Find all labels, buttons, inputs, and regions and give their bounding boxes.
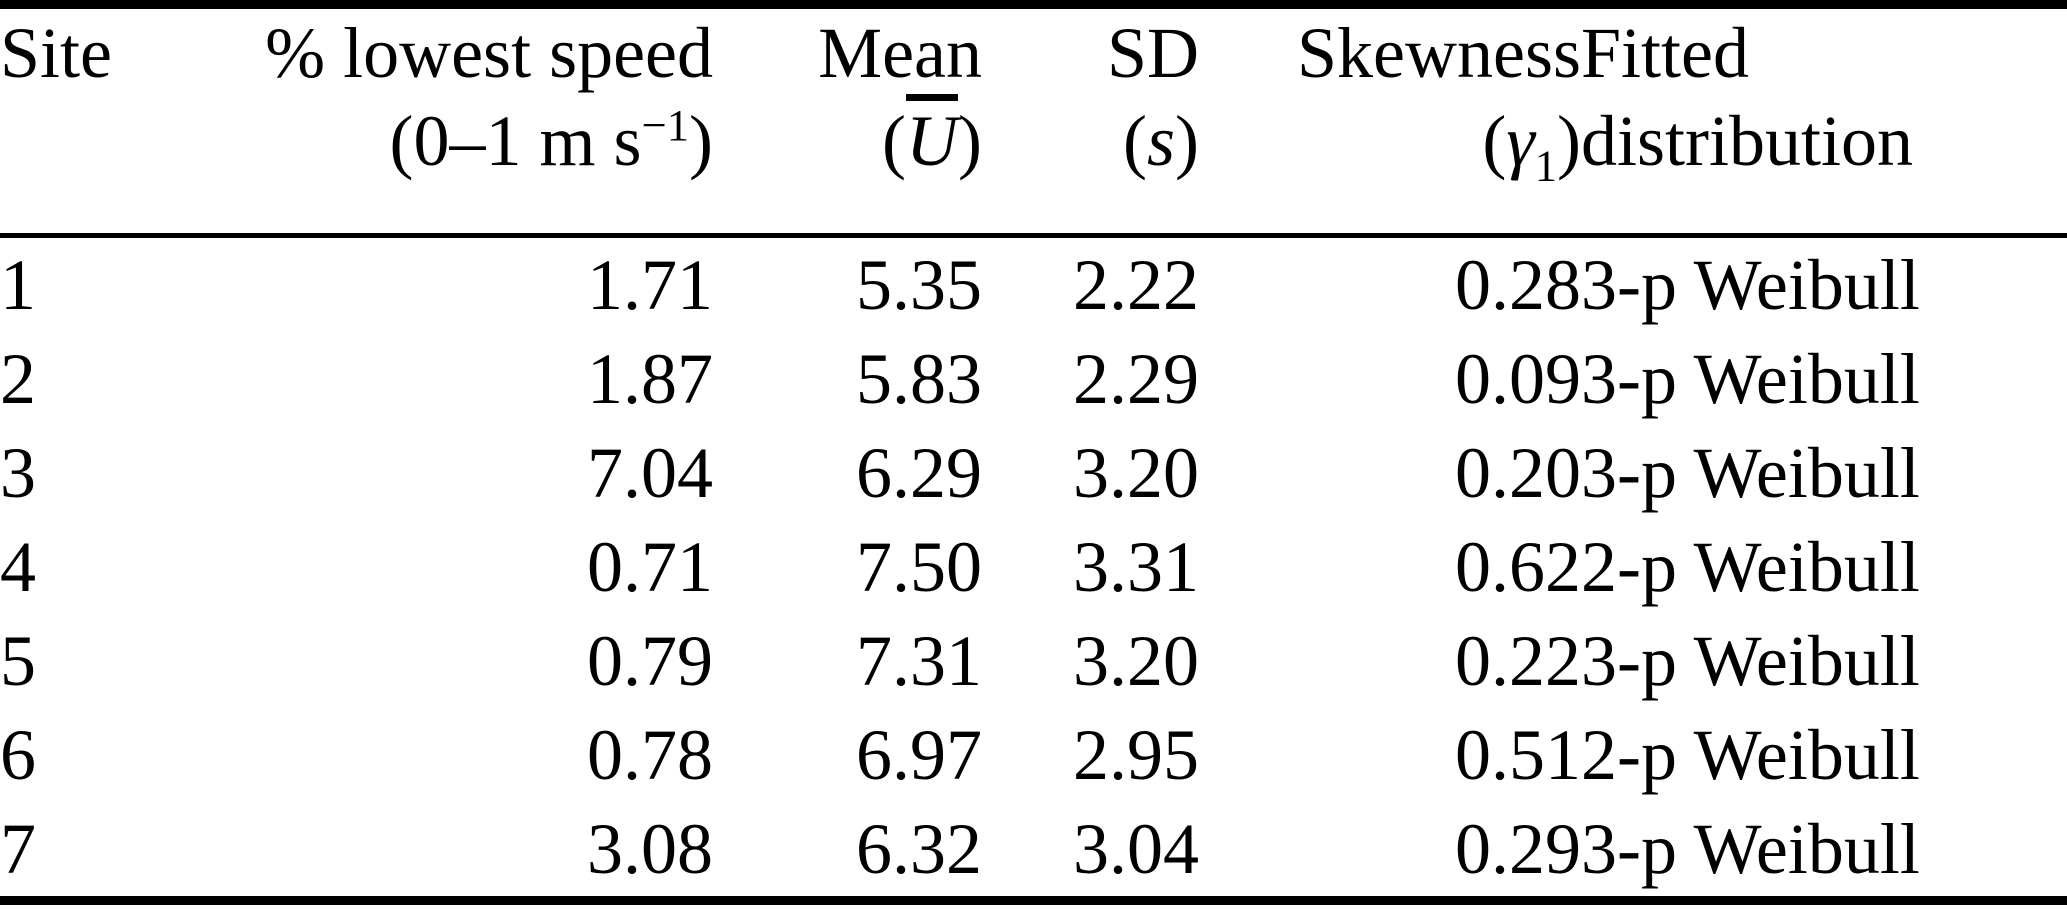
mean-cell: 6.97 [856, 715, 982, 795]
mean-cell: 6.29 [856, 433, 982, 513]
sd-cell: 3.31 [1073, 527, 1199, 607]
sd-cell: 3.04 [1073, 809, 1199, 889]
skewness-header-label: Skewness [1297, 13, 1581, 93]
table-row: 5 0.79 7.31 3.20 0.22 3-p Weibull [0, 614, 2067, 708]
col-header-mean: Mean (U) [713, 4, 982, 238]
distribution-cell: 3-p Weibull [1581, 433, 1920, 513]
distribution-cell: 3-p Weibull [1581, 245, 1920, 325]
fitted-header-line1: Fitted [1581, 13, 1750, 93]
site-cell: 1 [0, 245, 36, 325]
col-header-skewness: Skewness (γ1) [1199, 4, 1581, 238]
sd-cell: 2.95 [1073, 715, 1199, 795]
table-row: 1 1.71 5.35 2.22 0.28 3-p Weibull [0, 236, 2067, 333]
mean-cell: 6.32 [856, 809, 982, 889]
sd-cell: 3.20 [1073, 433, 1199, 513]
lowest-speed-header-label: % lowest speed [265, 13, 713, 93]
gamma-symbol: γ [1506, 101, 1535, 181]
skewness-cell: 0.22 [1455, 621, 1581, 701]
sd-header-label: SD [1106, 13, 1199, 93]
site-cell: 3 [0, 433, 36, 513]
skewness-cell: 0.20 [1455, 433, 1581, 513]
lowest-speed-cell: 0.78 [587, 715, 713, 795]
site-cell: 7 [0, 809, 36, 889]
table-body: 1 1.71 5.35 2.22 0.28 3-p Weibull 2 1.87… [0, 236, 2067, 901]
mean-cell: 7.50 [856, 527, 982, 607]
header-row: Site % lowest speed (0–1 m s−1) Mean (U)… [0, 4, 2067, 238]
skewness-header-symbol: (γ1) [1482, 101, 1581, 191]
distribution-cell: 3-p Weibull [1581, 339, 1920, 419]
table-header: Site % lowest speed (0–1 m s−1) Mean (U)… [0, 4, 2067, 238]
distribution-cell: 3-p Weibull [1581, 621, 1920, 701]
mean-header-label: Mean [818, 13, 982, 93]
lowest-speed-cell: 0.71 [587, 527, 713, 607]
skewness-cell: 0.62 [1455, 527, 1581, 607]
fitted-header-line2: distribution [1581, 101, 1914, 181]
sd-header-symbol: (s) [1123, 101, 1199, 181]
col-header-fitted-distribution: Fitted distribution [1581, 4, 2067, 238]
col-header-site: Site [0, 4, 210, 238]
col-header-lowest-speed: % lowest speed (0–1 m s−1) [210, 4, 713, 238]
site-cell: 4 [0, 527, 36, 607]
mean-cell: 7.31 [856, 621, 982, 701]
table-row: 4 0.71 7.50 3.31 0.62 2-p Weibull [0, 520, 2067, 614]
s-symbol: s [1146, 101, 1176, 181]
lowest-speed-cell: 7.04 [587, 433, 713, 513]
lowest-speed-header-unit: (0–1 m s−1) [389, 100, 713, 181]
lowest-speed-cell: 1.71 [587, 245, 713, 325]
col-header-sd: SD (s) [982, 4, 1199, 238]
skewness-cell: 0.28 [1455, 245, 1581, 325]
u-bar-symbol: U [906, 101, 959, 181]
skewness-cell: 0.29 [1455, 809, 1581, 889]
site-cell: 6 [0, 715, 36, 795]
mean-cell: 5.35 [856, 245, 982, 325]
distribution-cell: 2-p Weibull [1581, 527, 1920, 607]
sd-cell: 3.20 [1073, 621, 1199, 701]
skewness-cell: 0.09 [1455, 339, 1581, 419]
mean-header-symbol: (U) [882, 101, 982, 181]
table-row: 3 7.04 6.29 3.20 0.20 3-p Weibull [0, 426, 2067, 520]
site-cell: 5 [0, 621, 36, 701]
site-cell: 2 [0, 339, 36, 419]
sd-cell: 2.29 [1073, 339, 1199, 419]
table-row: 6 0.78 6.97 2.95 0.51 2-p Weibull [0, 708, 2067, 802]
distribution-cell: 2-p Weibull [1581, 715, 1920, 795]
site-header-spacer [0, 97, 210, 185]
mean-cell: 5.83 [856, 339, 982, 419]
gamma-subscript: 1 [1534, 140, 1558, 191]
distribution-cell: 3-p Weibull [1581, 809, 1920, 889]
site-header-label: Site [0, 13, 113, 93]
unit-superscript: −1 [641, 100, 690, 150]
sd-cell: 2.22 [1073, 245, 1199, 325]
lowest-speed-cell: 3.08 [587, 809, 713, 889]
lowest-speed-cell: 1.87 [587, 339, 713, 419]
skewness-cell: 0.51 [1455, 715, 1581, 795]
table-row: 7 3.08 6.32 3.04 0.29 3-p Weibull [0, 802, 2067, 901]
lowest-speed-cell: 0.79 [587, 621, 713, 701]
table-row: 2 1.87 5.83 2.29 0.09 3-p Weibull [0, 332, 2067, 426]
